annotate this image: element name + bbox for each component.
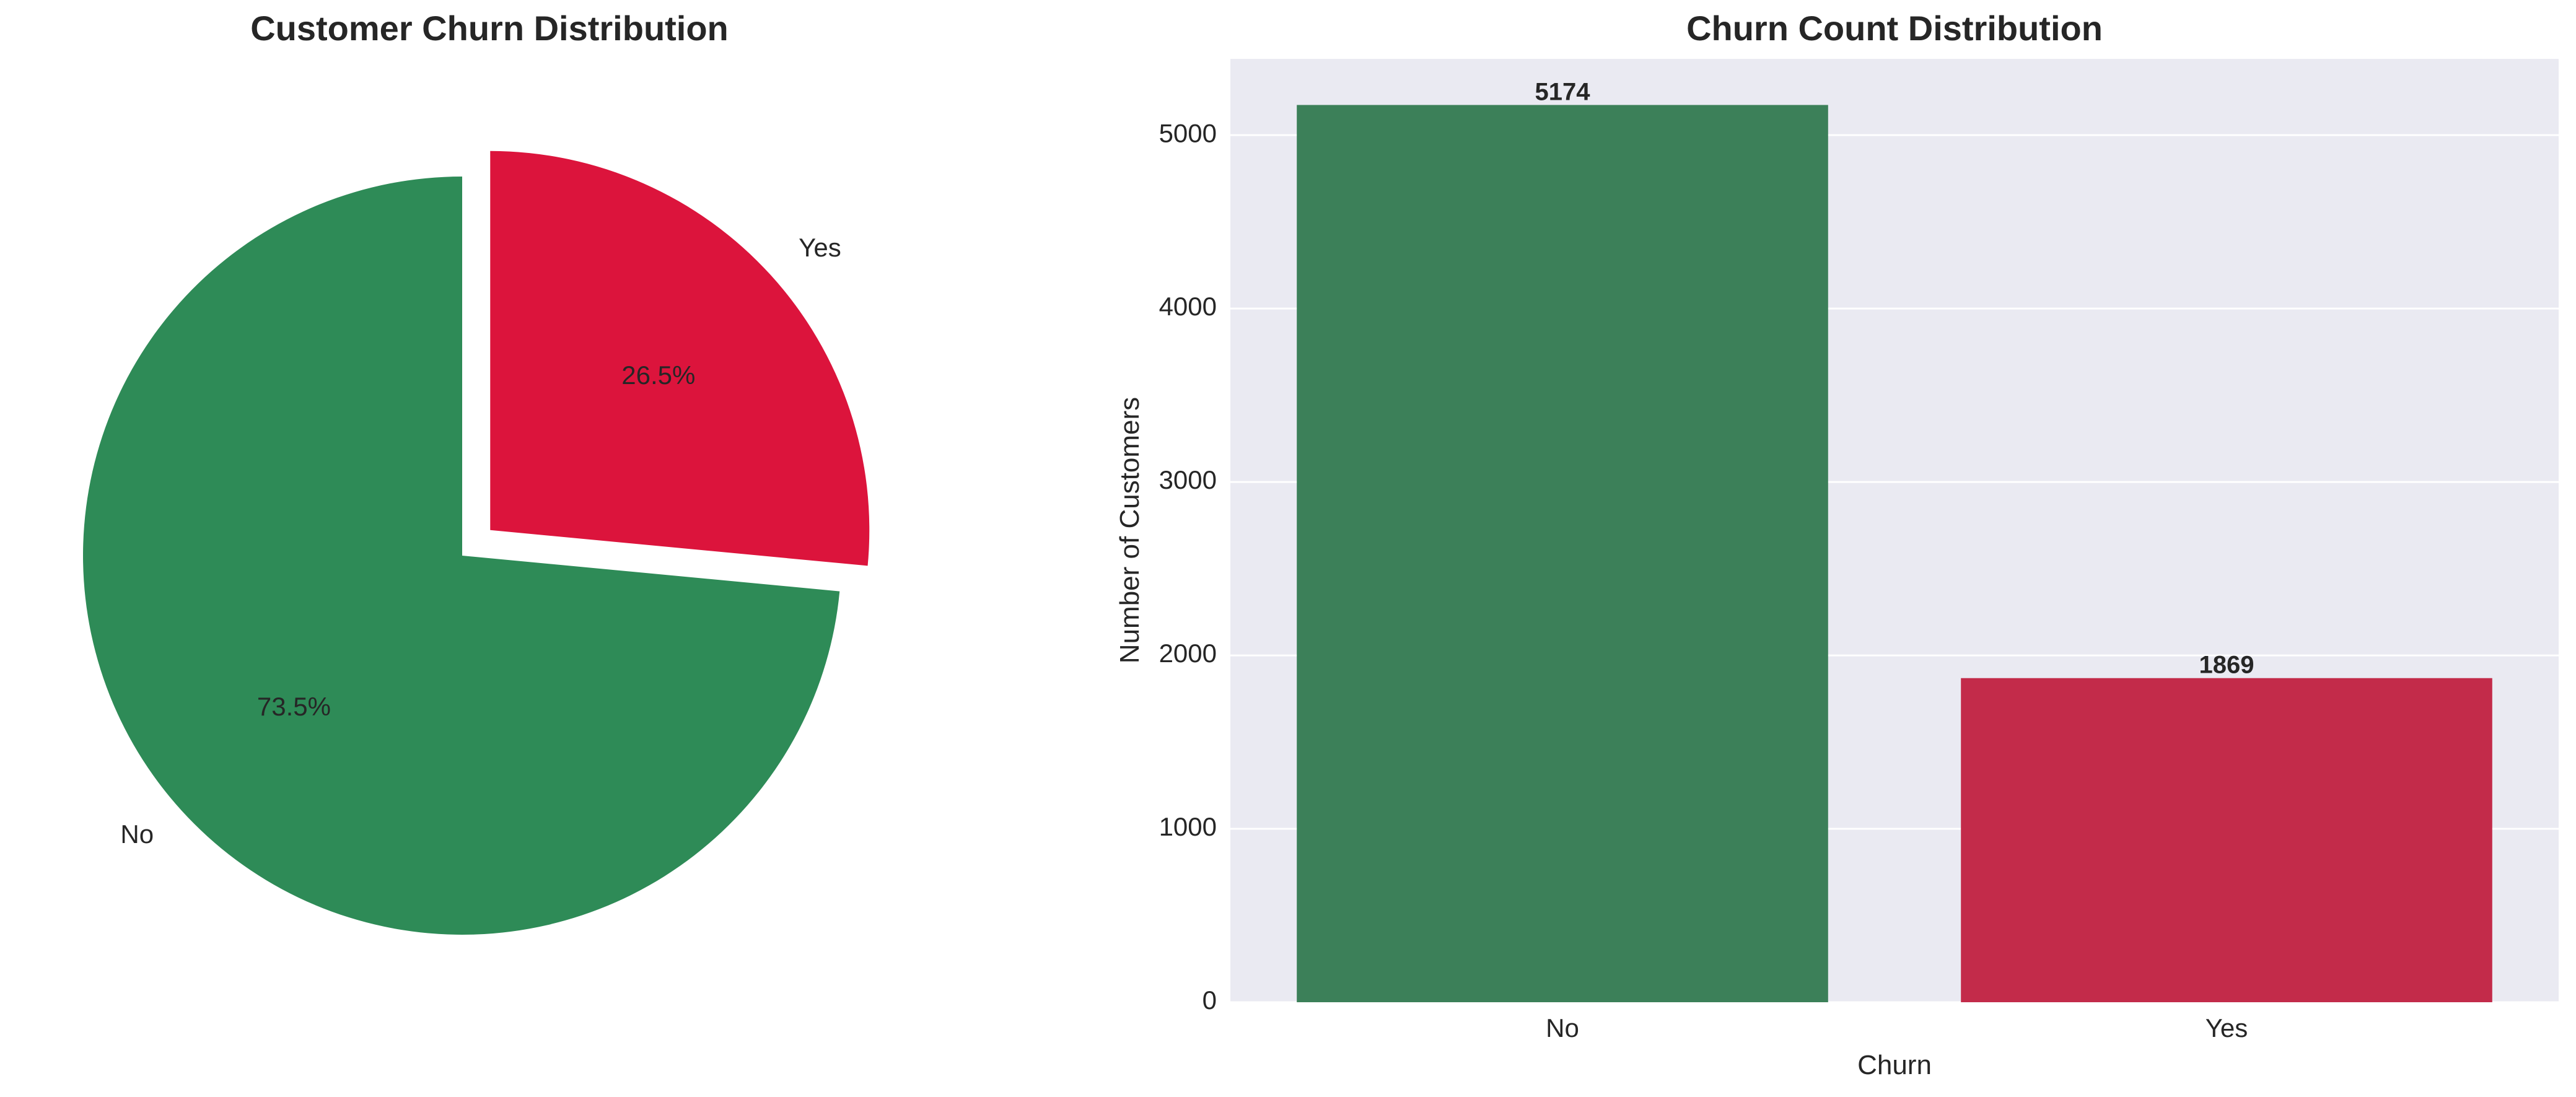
- y-tick-label: 3000: [1159, 465, 1217, 494]
- bar-chart-title: Churn Count Distribution: [1686, 9, 2103, 48]
- y-tick-label: 1000: [1159, 812, 1217, 841]
- pie-label-no: No: [120, 819, 154, 849]
- bar-no: [1297, 105, 1828, 1002]
- y-tick-label: 4000: [1159, 292, 1217, 321]
- y-tick-label: 0: [1203, 986, 1217, 1015]
- bar-yes: [1961, 678, 2492, 1002]
- bar-chart: Churn Count Distribution 0 1000 2000 3000 40…: [1115, 9, 2559, 1080]
- pie-slice-no: [82, 177, 840, 935]
- pie-percent-no: 73.5%: [257, 692, 331, 721]
- x-tick-label-no: No: [1546, 1013, 1579, 1042]
- y-axis-label: Number of Customers: [1115, 397, 1145, 663]
- x-tick-label-yes: Yes: [2206, 1013, 2248, 1042]
- y-tick-label: 5000: [1159, 118, 1217, 147]
- x-axis-label: Churn: [1857, 1050, 1932, 1080]
- y-tick-label: 2000: [1159, 639, 1217, 668]
- pie-percent-yes: 26.5%: [621, 361, 695, 390]
- pie-slice-yes: [490, 151, 870, 566]
- pie-chart-title: Customer Churn Distribution: [250, 9, 729, 48]
- data-label-yes: 1869: [2199, 652, 2254, 679]
- pie-chart: Customer Churn Distribution No 73.5% Yes 26…: [82, 9, 870, 935]
- pie-label-yes: Yes: [799, 233, 841, 262]
- data-label-no: 5174: [1535, 78, 1591, 105]
